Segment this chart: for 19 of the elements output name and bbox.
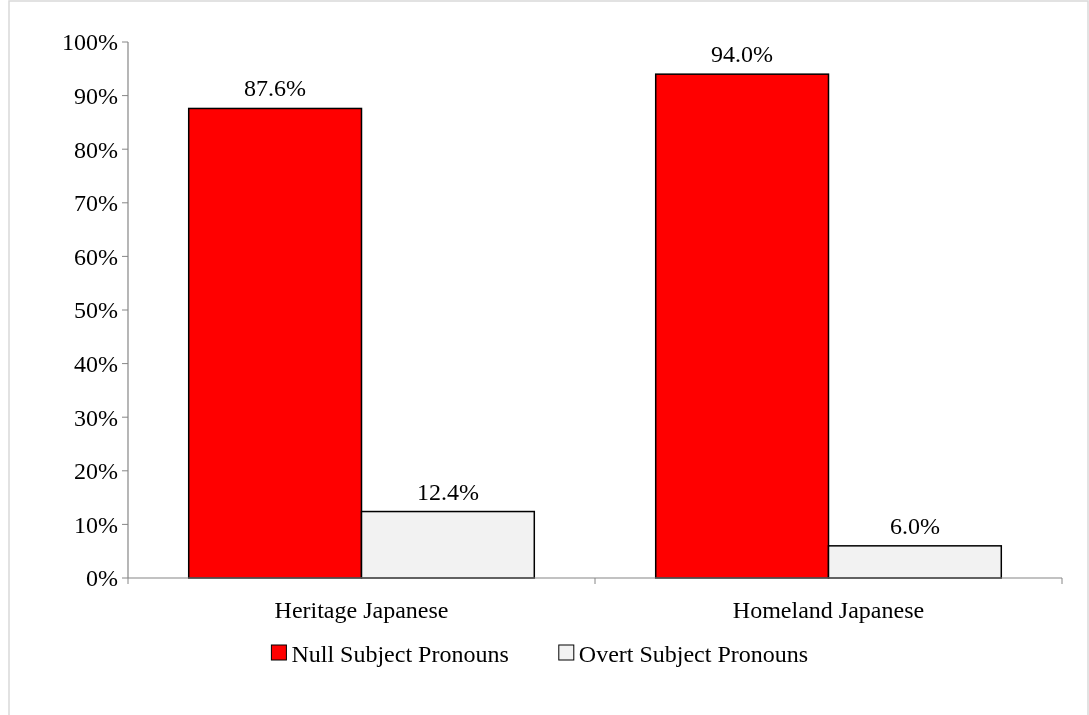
legend-label: Overt Subject Pronouns bbox=[578, 641, 809, 668]
data-label: 6.0% bbox=[889, 512, 940, 539]
y-tick-label: 10% bbox=[74, 511, 118, 538]
data-label: 12.4% bbox=[416, 478, 479, 505]
y-tick-label: 0% bbox=[86, 565, 118, 592]
y-tick-label: 70% bbox=[74, 190, 118, 217]
y-tick-label: 100% bbox=[62, 29, 118, 56]
x-tick-label: Homeland Japanese bbox=[732, 597, 925, 623]
y-tick-label: 30% bbox=[74, 404, 118, 431]
legend-label: Null Subject Pronouns bbox=[291, 641, 509, 668]
y-tick-label: 50% bbox=[74, 297, 118, 324]
y-tick-label: 20% bbox=[74, 458, 118, 485]
y-tick-label: 40% bbox=[74, 351, 118, 377]
data-label: 87.6% bbox=[244, 75, 307, 102]
y-tick-label: 80% bbox=[74, 136, 118, 163]
x-tick-label: Heritage Japanese bbox=[274, 597, 449, 623]
data-label: 94.0% bbox=[711, 41, 774, 68]
y-tick-label: 60% bbox=[74, 243, 118, 270]
y-tick-label: 90% bbox=[74, 83, 118, 109]
